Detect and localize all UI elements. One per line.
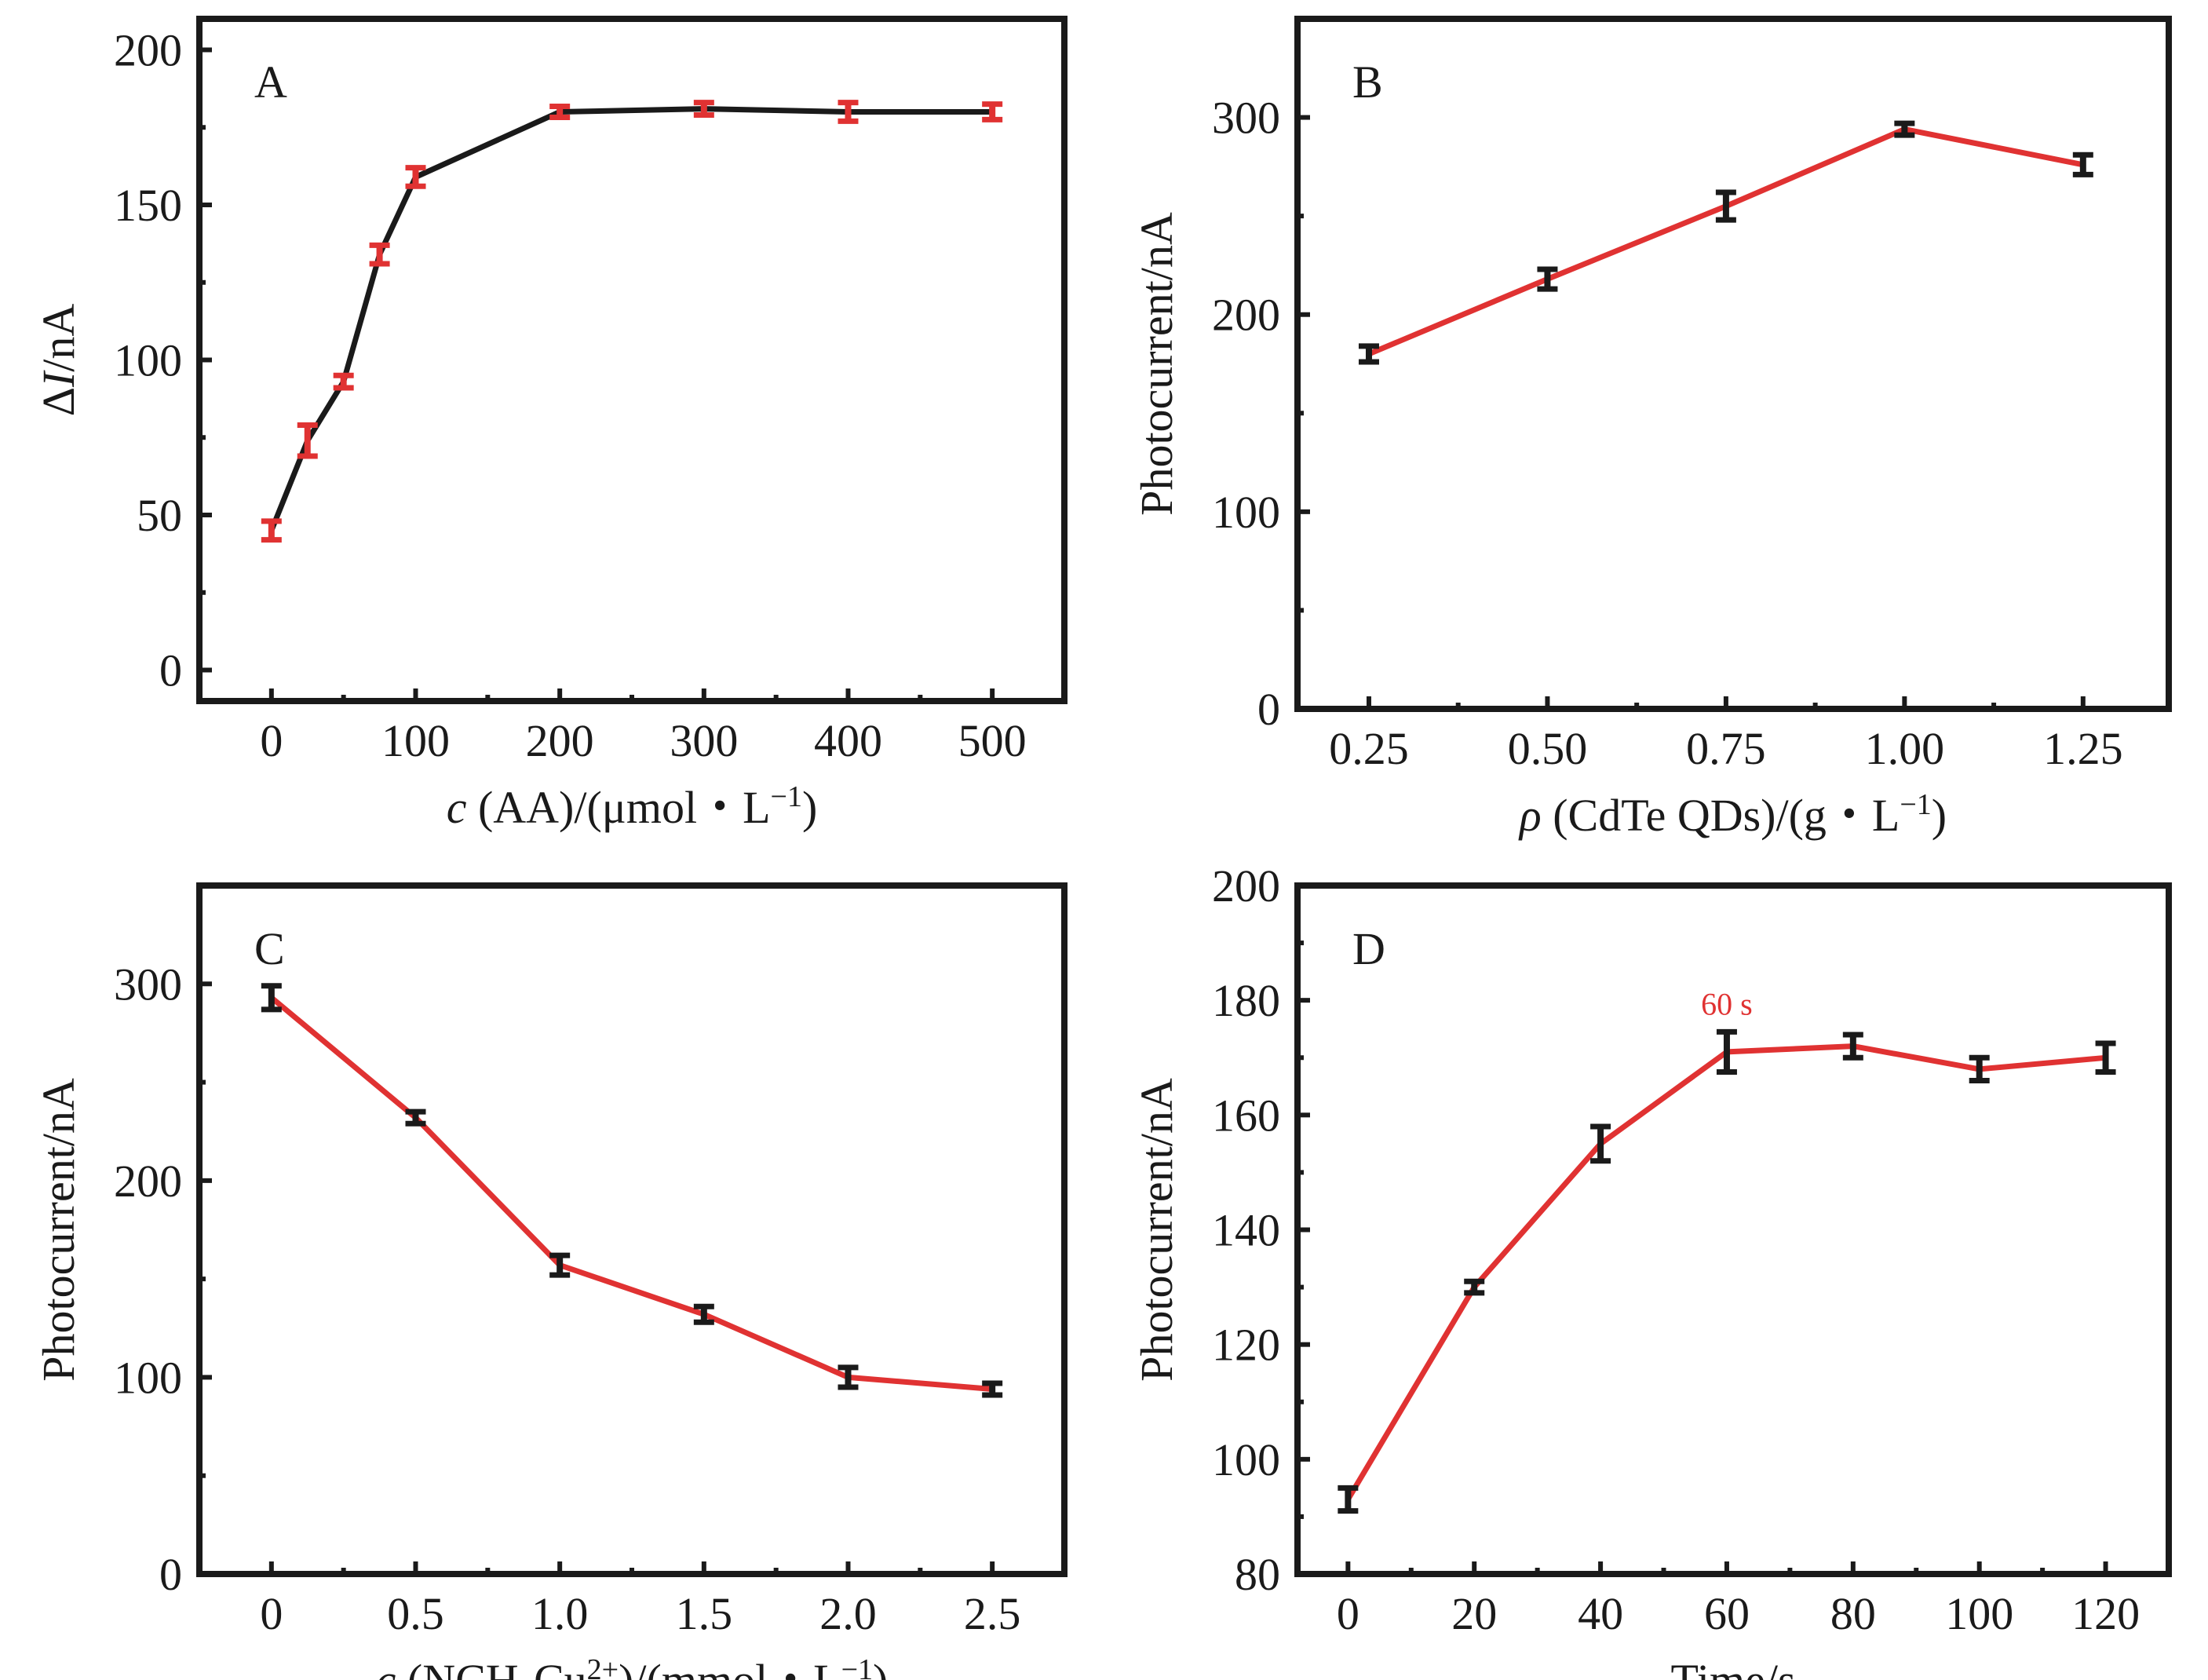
- series-line-c: [269, 995, 993, 1392]
- plot-frame-c: [196, 882, 1068, 1577]
- panel-letter-d: D: [1352, 923, 1385, 974]
- annotation-label-d: 60 s: [1701, 986, 1753, 1021]
- y-axis-label-a: ΔI/nA: [33, 304, 84, 417]
- x-tick-label-a: 0: [260, 715, 283, 766]
- x-tick-label-c: 1.5: [676, 1588, 733, 1639]
- x-axis-label-a: c (AA)/(μmol・L−1): [447, 780, 818, 833]
- y-tick-label-b: 0: [1257, 684, 1280, 735]
- y-tick-label-d: 200: [1212, 860, 1280, 911]
- y-tick-label-c: 0: [159, 1549, 182, 1600]
- x-tick-label-b: 1.00: [1865, 723, 1945, 774]
- chart-panel-b: 0.25 0.50 0.75 1.00 1.25 0 100 200 300 Bρ (CdTe Q…: [1131, 16, 2172, 841]
- x-tick-label-c: 2.5: [964, 1588, 1021, 1639]
- x-tick-label-b: 0.25: [1329, 723, 1409, 774]
- x-tick-label-d: 60: [1704, 1588, 1750, 1639]
- x-tick-label-a: 200: [526, 715, 594, 766]
- panel-letter-b: B: [1352, 57, 1383, 108]
- plot-frame-b: [1294, 16, 2172, 712]
- series-line-d: [1345, 1043, 2106, 1501]
- x-tick-label-d: 0: [1337, 1588, 1359, 1639]
- x-tick-label-c: 0.5: [387, 1588, 444, 1639]
- x-tick-label-c: 1.0: [531, 1588, 589, 1639]
- x-tick-label-b: 1.25: [2043, 723, 2123, 774]
- plot-frame-a: [196, 16, 1068, 704]
- y-tick-label-c: 200: [114, 1156, 182, 1207]
- x-axis-label-b: ρ (CdTe QDs)/(g・L−1): [1518, 788, 1947, 841]
- x-tick-label-d: 40: [1578, 1588, 1623, 1639]
- y-tick-label-c: 300: [114, 959, 182, 1010]
- x-axis-label-d: Time/s: [1670, 1655, 1795, 1680]
- x-tick-label-d: 20: [1451, 1588, 1497, 1639]
- chart-panel-c: 0 0.5 1.0 1.5 2.0 2.5 0 100 200 300 Cc (NCH-Cu2+)/…: [33, 882, 1068, 1680]
- x-tick-label-a: 500: [958, 715, 1027, 766]
- y-tick-label-b: 300: [1212, 93, 1280, 144]
- y-axis-label-b: Photocurrent/nA: [1131, 212, 1182, 516]
- x-tick-label-c: 2.0: [819, 1588, 877, 1639]
- x-tick-label-b: 0.50: [1508, 723, 1588, 774]
- y-tick-label-d: 180: [1212, 975, 1280, 1026]
- x-tick-label-b: 0.75: [1686, 723, 1766, 774]
- y-tick-label-d: 100: [1212, 1434, 1280, 1485]
- y-tick-label-a: 200: [114, 25, 182, 76]
- panel-letter-c: C: [254, 923, 285, 974]
- y-tick-label-d: 160: [1212, 1090, 1280, 1141]
- x-tick-label-a: 100: [381, 715, 450, 766]
- y-axis-label-c: Photocurrent/nA: [33, 1078, 84, 1382]
- y-tick-label-b: 100: [1212, 487, 1280, 538]
- x-tick-label-d: 100: [1945, 1588, 2013, 1639]
- y-axis-label-d: Photocurrent/nA: [1131, 1078, 1182, 1382]
- x-tick-label-d: 120: [2071, 1588, 2140, 1639]
- y-tick-label-d: 80: [1235, 1549, 1280, 1600]
- y-tick-label-c: 100: [114, 1352, 182, 1403]
- x-tick-label-d: 80: [1830, 1588, 1876, 1639]
- series-line-b: [1367, 126, 2084, 357]
- y-tick-label-a: 0: [159, 645, 182, 696]
- y-tick-label-a: 100: [114, 335, 182, 386]
- x-tick-label-a: 300: [670, 715, 738, 766]
- series-line-a: [268, 106, 993, 532]
- x-tick-label-a: 400: [814, 715, 882, 766]
- x-tick-label-c: 0: [260, 1588, 283, 1639]
- chart-panel-d: 0 20 40 60 80 100 120 80 100 120 140 160 180 200 60 s D…: [1131, 860, 2172, 1680]
- y-tick-label-d: 140: [1212, 1205, 1280, 1256]
- y-tick-label-a: 150: [114, 180, 182, 231]
- y-tick-label-d: 120: [1212, 1320, 1280, 1371]
- y-tick-label-a: 50: [137, 490, 182, 541]
- y-tick-label-b: 200: [1212, 290, 1280, 341]
- panel-letter-a: A: [254, 57, 287, 108]
- chart-panel-a: 0 100 200 300 400 500 0 50 100 150 200 Ac (AA)/(μmo…: [33, 16, 1068, 833]
- x-axis-label-c: c (NCH-Cu2+)/(mmol・L−1): [376, 1653, 889, 1680]
